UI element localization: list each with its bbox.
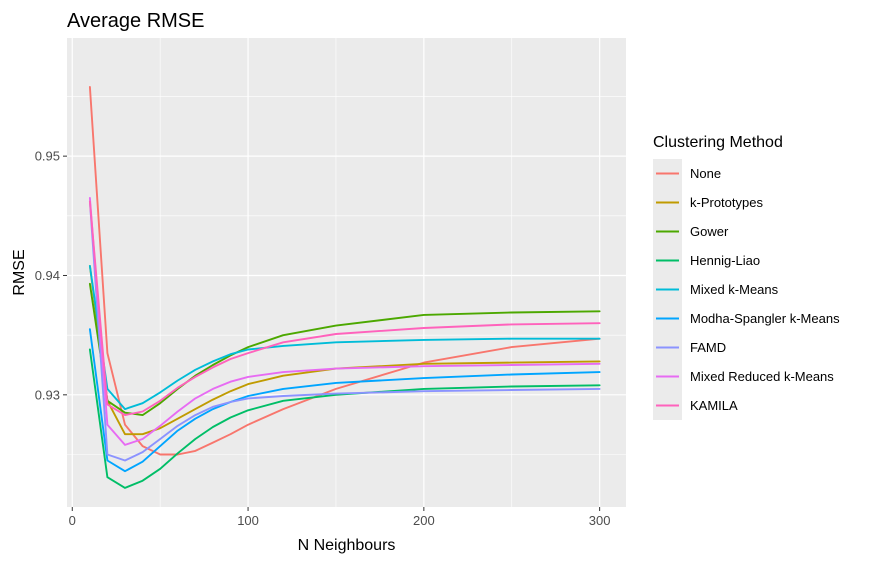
series-line-mixed-k-means — [88, 264, 601, 411]
series-line-mixed-reduced-k-means — [88, 196, 601, 446]
legend: Clustering Method None k-Prototypes Gower H… — [653, 134, 840, 420]
y-axis: 0.93 0.94 0.95 — [35, 149, 67, 402]
legend-label-kamila: KAMILA — [690, 398, 738, 413]
grid-major — [67, 38, 626, 507]
legend-label-hennig-liao: Hennig-Liao — [690, 253, 760, 268]
x-axis: 0 100 200 300 — [69, 507, 611, 528]
x-tick-label: 100 — [237, 513, 259, 528]
y-tick-label: 0.93 — [35, 387, 60, 402]
y-tick-label: 0.95 — [35, 149, 60, 164]
series-line-modha-spangler-k-means — [88, 328, 601, 473]
series-line-kamila — [88, 200, 601, 417]
series-lines — [88, 85, 601, 489]
legend-label-famd: FAMD — [690, 340, 726, 355]
legend-label-none: None — [690, 166, 721, 181]
series-line-hennig-liao — [88, 348, 601, 489]
plot-panel — [67, 38, 626, 507]
x-tick-label: 200 — [413, 513, 435, 528]
legend-label-modha-spangler-k-means: Modha-Spangler k-Means — [690, 311, 840, 326]
x-tick-label: 0 — [69, 513, 76, 528]
legend-label-gower: Gower — [690, 224, 729, 239]
legend-label-mixed-reduced-k-means: Mixed Reduced k-Means — [690, 369, 834, 384]
legend-title: Clustering Method — [653, 134, 783, 151]
y-axis-title: RMSE — [11, 249, 28, 295]
series-line-k-prototypes — [88, 264, 601, 436]
legend-label-mixed-k-means: Mixed k-Means — [690, 282, 779, 297]
x-axis-title: N Neighbours — [298, 537, 396, 554]
x-tick-label: 300 — [589, 513, 611, 528]
chart-title: Average RMSE — [67, 10, 204, 32]
legend-label-k-prototypes: k-Prototypes — [690, 195, 763, 210]
series-line-famd — [88, 200, 601, 462]
y-tick-label: 0.94 — [35, 268, 60, 283]
series-line-none — [88, 85, 601, 456]
